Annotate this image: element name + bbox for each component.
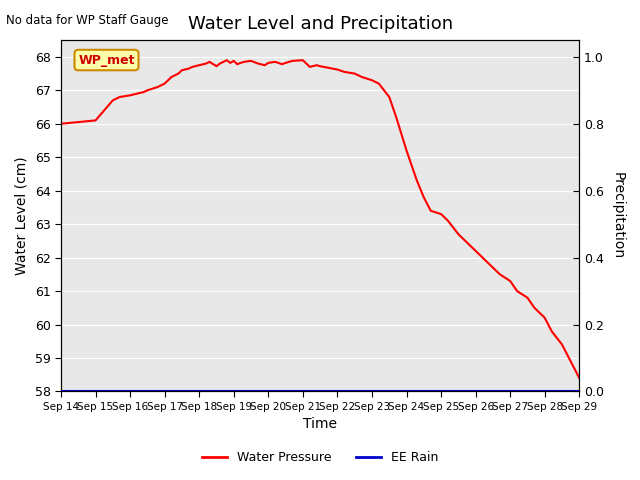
Text: No data for WP Staff Gauge: No data for WP Staff Gauge bbox=[6, 14, 169, 27]
Legend: Water Pressure, EE Rain: Water Pressure, EE Rain bbox=[196, 446, 444, 469]
X-axis label: Time: Time bbox=[303, 418, 337, 432]
Y-axis label: Water Level (cm): Water Level (cm) bbox=[15, 156, 29, 275]
Title: Water Level and Precipitation: Water Level and Precipitation bbox=[188, 15, 452, 33]
Y-axis label: Precipitation: Precipitation bbox=[611, 172, 625, 259]
Text: WP_met: WP_met bbox=[78, 54, 135, 67]
